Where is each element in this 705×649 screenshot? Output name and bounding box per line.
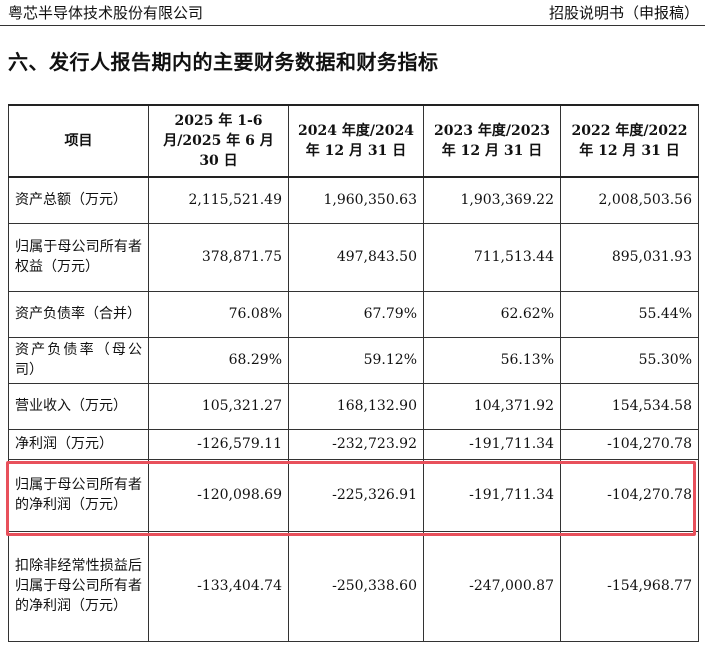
cell-value: 2,115,521.49 (148, 176, 289, 224)
cell-value: -191,711.34 (423, 458, 561, 532)
table-row: 归属于母公司所有者权益（万元） 378,871.75 497,843.50 71… (8, 222, 699, 292)
cell-value: -133,404.74 (148, 530, 289, 642)
financial-table: 项目 2025 年 1-6 月/2025 年 6 月 30 日 2024 年度/… (8, 104, 699, 642)
row-label: 净利润（万元） (8, 428, 149, 460)
cell-value: 55.44% (560, 290, 699, 338)
header-cell-item: 项目 (8, 104, 149, 178)
section-title: 六、发行人报告期内的主要财务数据和财务指标 (8, 50, 439, 74)
cell-value: -104,270.78 (560, 428, 699, 460)
company-name: 粤芯半导体技术股份有限公司 (8, 4, 204, 22)
table-row: 资产负债率（母公司） 68.29% 59.12% 56.13% 55.30% (8, 336, 699, 384)
table-row: 资产总额（万元） 2,115,521.49 1,960,350.63 1,903… (8, 176, 699, 224)
header-cell-2024: 2024 年度/2024 年 12 月 31 日 (288, 104, 424, 178)
table-header-row: 项目 2025 年 1-6 月/2025 年 6 月 30 日 2024 年度/… (8, 104, 699, 178)
cell-value: 1,903,369.22 (423, 176, 561, 224)
row-label: 营业收入（万元） (8, 382, 149, 430)
row-label: 资产负债率（母公司） (8, 336, 149, 384)
cell-value: -191,711.34 (423, 428, 561, 460)
cell-value: 76.08% (148, 290, 289, 338)
document-type: 招股说明书（申报稿） (548, 4, 699, 22)
cell-value: 55.30% (560, 336, 699, 384)
cell-value: -154,968.77 (560, 530, 699, 642)
cell-value: 59.12% (288, 336, 424, 384)
cell-value: 2,008,503.56 (560, 176, 699, 224)
cell-value: -126,579.11 (148, 428, 289, 460)
cell-value: 62.62% (423, 290, 561, 338)
cell-value: 67.79% (288, 290, 424, 338)
cell-value: 104,371.92 (423, 382, 561, 430)
cell-value: 56.13% (423, 336, 561, 384)
cell-value: 711,513.44 (423, 222, 561, 292)
cell-value: -120,098.69 (148, 458, 289, 532)
cell-value: 68.29% (148, 336, 289, 384)
cell-value: -247,000.87 (423, 530, 561, 642)
cell-value: 154,534.58 (560, 382, 699, 430)
cell-value: 497,843.50 (288, 222, 424, 292)
header-cell-2022: 2022 年度/2022 年 12 月 31 日 (560, 104, 699, 178)
table-row: 净利润（万元） -126,579.11 -232,723.92 -191,711… (8, 428, 699, 460)
table-row: 资产负债率（合并） 76.08% 67.79% 62.62% 55.44% (8, 290, 699, 338)
cell-value: -232,723.92 (288, 428, 424, 460)
row-label: 扣除非经常性损益后归属于母公司所有者的净利润（万元） (8, 530, 149, 642)
cell-value: 1,960,350.63 (288, 176, 424, 224)
row-label: 资产负债率（合并） (8, 290, 149, 338)
cell-value: -104,270.78 (560, 458, 699, 532)
table-row-highlighted: 归属于母公司所有者的净利润（万元） -120,098.69 -225,326.9… (8, 458, 699, 532)
cell-value: 895,031.93 (560, 222, 699, 292)
page-header: 粤芯半导体技术股份有限公司 招股说明书（申报稿） (0, 0, 705, 26)
cell-value: 378,871.75 (148, 222, 289, 292)
cell-value: 168,132.90 (288, 382, 424, 430)
header-cell-2023: 2023 年度/2023 年 12 月 31 日 (423, 104, 561, 178)
cell-value: -225,326.91 (288, 458, 424, 532)
table-row: 扣除非经常性损益后归属于母公司所有者的净利润（万元） -133,404.74 -… (8, 530, 699, 642)
table-row: 营业收入（万元） 105,321.27 168,132.90 104,371.9… (8, 382, 699, 430)
header-cell-2025h1: 2025 年 1-6 月/2025 年 6 月 30 日 (148, 104, 289, 178)
row-label: 归属于母公司所有者的净利润（万元） (8, 458, 149, 532)
row-label: 资产总额（万元） (8, 176, 149, 224)
cell-value: -250,338.60 (288, 530, 424, 642)
row-label: 归属于母公司所有者权益（万元） (8, 222, 149, 292)
cell-value: 105,321.27 (148, 382, 289, 430)
